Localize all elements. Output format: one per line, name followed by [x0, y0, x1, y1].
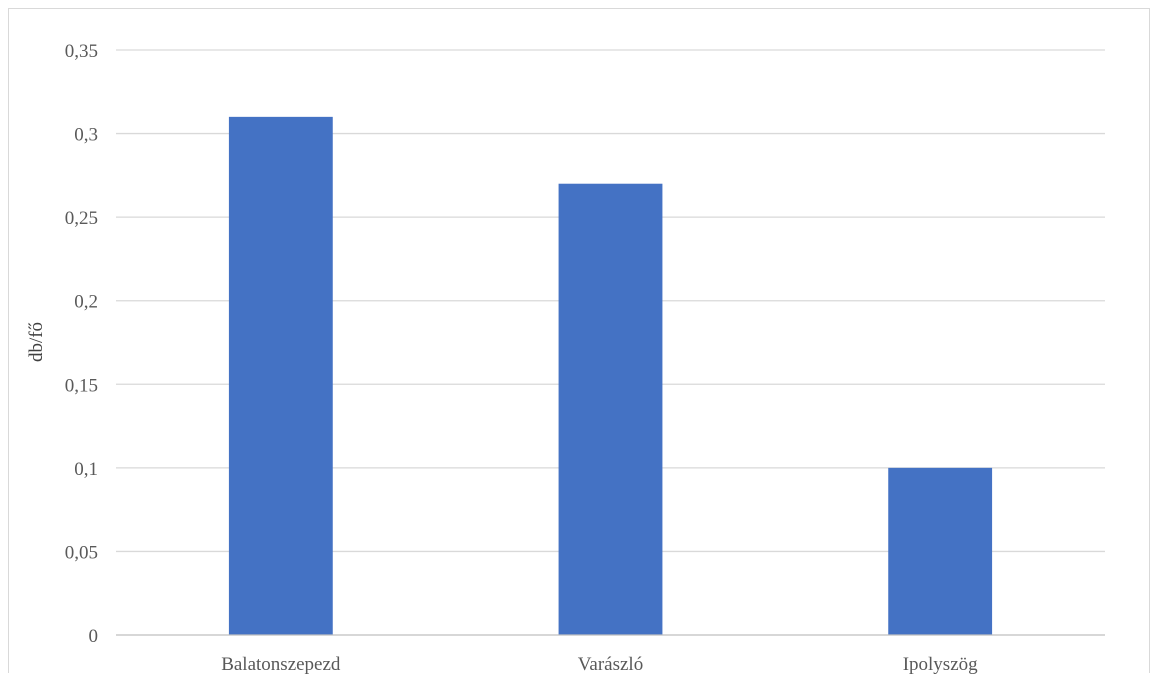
bar [558, 183, 663, 635]
bar [888, 467, 993, 635]
y-tick-label: 0,2 [74, 292, 98, 313]
y-tick-label: 0,35 [65, 41, 98, 62]
x-tick-labels: Balatonszepezd Varászló Ipolyszög [221, 654, 978, 675]
y-tick-label: 0,15 [65, 375, 98, 396]
y-tick-label: 0,3 [74, 125, 98, 146]
y-tick-label: 0,25 [65, 208, 98, 229]
y-tick-label: 0 [89, 626, 99, 647]
x-tick-label: Varászló [578, 654, 643, 675]
y-tick-label: 0,05 [65, 542, 98, 563]
y-tick-label: 0,1 [74, 459, 98, 480]
y-tick-labels: 0 0,05 0,1 0,15 0,2 0,25 0,3 0,35 [65, 41, 98, 647]
x-tick-label: Ipolyszög [903, 654, 978, 675]
bars [228, 116, 993, 636]
bar [228, 116, 333, 636]
y-axis-title: db/fő [26, 322, 47, 362]
x-tick-label: Balatonszepezd [221, 654, 341, 675]
